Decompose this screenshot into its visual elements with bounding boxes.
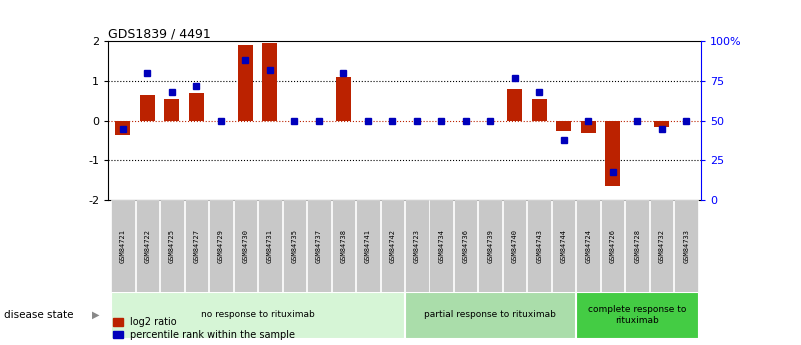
Text: GSM84743: GSM84743 bbox=[536, 229, 542, 263]
Bar bbox=[283, 200, 306, 292]
Bar bbox=[528, 200, 551, 292]
Text: GSM84735: GSM84735 bbox=[292, 229, 297, 263]
Text: GSM84733: GSM84733 bbox=[683, 229, 689, 263]
Text: GSM84734: GSM84734 bbox=[438, 229, 445, 263]
Text: GSM84738: GSM84738 bbox=[340, 229, 346, 263]
Bar bbox=[234, 200, 257, 292]
Text: GSM84732: GSM84732 bbox=[658, 229, 665, 263]
Bar bbox=[140, 95, 155, 121]
Text: no response to rituximab: no response to rituximab bbox=[201, 310, 315, 319]
Text: GSM84739: GSM84739 bbox=[487, 229, 493, 263]
Bar bbox=[454, 200, 477, 292]
Bar bbox=[601, 200, 625, 292]
Bar bbox=[209, 200, 232, 292]
Bar bbox=[650, 200, 674, 292]
Bar bbox=[238, 46, 252, 121]
Bar bbox=[478, 200, 502, 292]
Bar bbox=[581, 121, 596, 132]
Bar bbox=[332, 200, 355, 292]
Text: GSM84728: GSM84728 bbox=[634, 229, 640, 263]
Bar bbox=[405, 200, 429, 292]
Text: disease state: disease state bbox=[4, 310, 74, 320]
Bar bbox=[577, 200, 600, 292]
Bar bbox=[189, 93, 203, 121]
Text: GSM84741: GSM84741 bbox=[364, 229, 371, 263]
Text: GSM84731: GSM84731 bbox=[267, 229, 273, 263]
Bar bbox=[336, 77, 351, 121]
Bar bbox=[111, 292, 404, 338]
Text: partial response to rituximab: partial response to rituximab bbox=[425, 310, 556, 319]
Bar bbox=[258, 200, 281, 292]
Bar bbox=[429, 200, 453, 292]
Legend: log2 ratio, percentile rank within the sample: log2 ratio, percentile rank within the s… bbox=[113, 317, 296, 340]
Bar bbox=[577, 292, 698, 338]
Text: GSM84736: GSM84736 bbox=[463, 229, 469, 263]
Text: GSM84722: GSM84722 bbox=[144, 229, 151, 263]
Text: GSM84744: GSM84744 bbox=[561, 229, 567, 263]
Text: GSM84729: GSM84729 bbox=[218, 229, 223, 263]
Bar bbox=[557, 121, 571, 131]
Text: GSM84721: GSM84721 bbox=[120, 229, 126, 263]
Text: GSM84737: GSM84737 bbox=[316, 229, 322, 263]
Bar bbox=[111, 200, 135, 292]
Bar bbox=[405, 292, 575, 338]
Bar bbox=[552, 200, 575, 292]
Bar bbox=[674, 200, 698, 292]
Text: GSM84726: GSM84726 bbox=[610, 229, 616, 263]
Bar bbox=[503, 200, 526, 292]
Bar bbox=[626, 200, 649, 292]
Bar bbox=[507, 89, 522, 121]
Bar bbox=[380, 200, 404, 292]
Bar bbox=[164, 99, 179, 121]
Text: GDS1839 / 4491: GDS1839 / 4491 bbox=[108, 27, 211, 40]
Bar bbox=[263, 43, 277, 121]
Bar bbox=[184, 200, 208, 292]
Text: complete response to
rituximab: complete response to rituximab bbox=[588, 305, 686, 325]
Text: GSM84740: GSM84740 bbox=[512, 229, 517, 263]
Text: GSM84723: GSM84723 bbox=[414, 229, 420, 263]
Text: GSM84730: GSM84730 bbox=[242, 229, 248, 263]
Text: ▶: ▶ bbox=[92, 310, 99, 320]
Bar bbox=[115, 121, 131, 135]
Text: GSM84724: GSM84724 bbox=[586, 229, 591, 263]
Bar bbox=[356, 200, 380, 292]
Bar bbox=[654, 121, 669, 127]
Bar bbox=[307, 200, 331, 292]
Text: GSM84725: GSM84725 bbox=[169, 229, 175, 263]
Text: GSM84727: GSM84727 bbox=[193, 229, 199, 263]
Bar bbox=[532, 99, 546, 121]
Bar bbox=[160, 200, 183, 292]
Bar bbox=[135, 200, 159, 292]
Text: GSM84742: GSM84742 bbox=[389, 229, 395, 263]
Bar bbox=[606, 121, 620, 186]
